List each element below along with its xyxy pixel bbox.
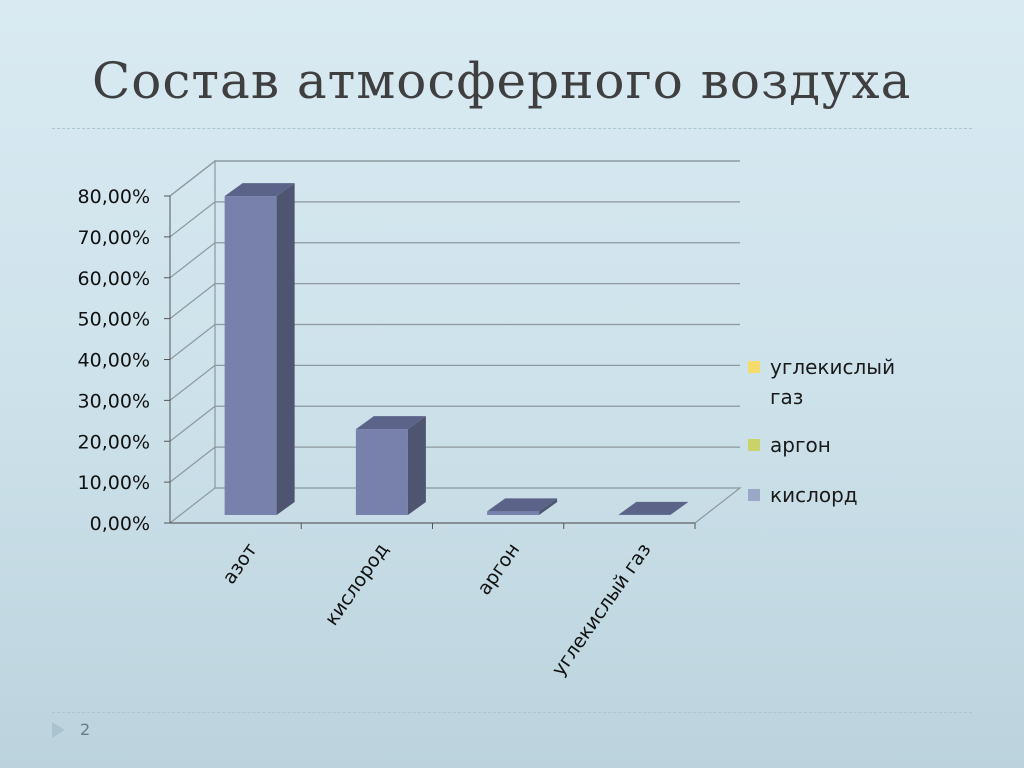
- x-tick-label: азот: [218, 539, 262, 588]
- bar-top: [487, 498, 558, 512]
- y-tick-label: 20,00%: [78, 431, 150, 453]
- bar: [355, 416, 426, 515]
- bar-top: [355, 416, 426, 430]
- y-tick-label: 30,00%: [78, 390, 150, 412]
- gridline: [169, 160, 740, 197]
- x-tick-label: аргон: [473, 539, 524, 599]
- gridline: [169, 201, 740, 238]
- y-tick-label: 70,00%: [78, 227, 150, 249]
- legend-swatch: [748, 439, 760, 451]
- gridline: [169, 242, 740, 279]
- y-tick-label: 80,00%: [78, 186, 150, 208]
- gridline: [169, 405, 740, 442]
- bar: [224, 183, 295, 516]
- gridline: [169, 283, 740, 320]
- bar: [618, 501, 689, 515]
- page-number: 2: [80, 720, 91, 739]
- bar-side: [276, 183, 295, 516]
- bar-front: [224, 196, 277, 516]
- y-tick-label: 10,00%: [78, 472, 150, 494]
- nav-arrow-icon[interactable]: [50, 721, 66, 739]
- x-tick-label: углекислый газ: [548, 539, 656, 680]
- bar-side: [539, 498, 558, 515]
- legend-item: углекислый газ: [748, 352, 928, 412]
- chart-legend: углекислый газ аргон кислорд: [748, 352, 928, 528]
- legend-label: углекислый газ: [770, 355, 896, 409]
- legend-item: аргон: [748, 430, 928, 460]
- bar-top: [224, 183, 295, 197]
- bar: [487, 498, 558, 515]
- gridline: [169, 446, 740, 483]
- y-tick-label: 60,00%: [78, 268, 150, 290]
- legend-label: аргон: [770, 433, 831, 457]
- y-tick-label: 50,00%: [78, 309, 150, 331]
- slide-title: Состав атмосферного воздуха: [92, 52, 912, 110]
- legend-swatch: [748, 489, 760, 501]
- bar-front: [355, 429, 408, 515]
- bar-side: [670, 501, 689, 515]
- legend-item: кислорд: [748, 480, 928, 510]
- gridline: [169, 323, 740, 360]
- y-tick-label: 40,00%: [78, 350, 150, 372]
- title-divider: [52, 128, 972, 129]
- gridline: [169, 364, 740, 401]
- bar-side: [407, 416, 426, 515]
- y-tick-label: 0,00%: [90, 513, 150, 535]
- footer-divider: [52, 712, 972, 713]
- legend-label: кислорд: [770, 483, 858, 507]
- bar-top: [618, 501, 689, 515]
- legend-swatch: [748, 361, 760, 373]
- x-tick-label: кислород: [321, 539, 393, 629]
- bar-front: [487, 511, 540, 515]
